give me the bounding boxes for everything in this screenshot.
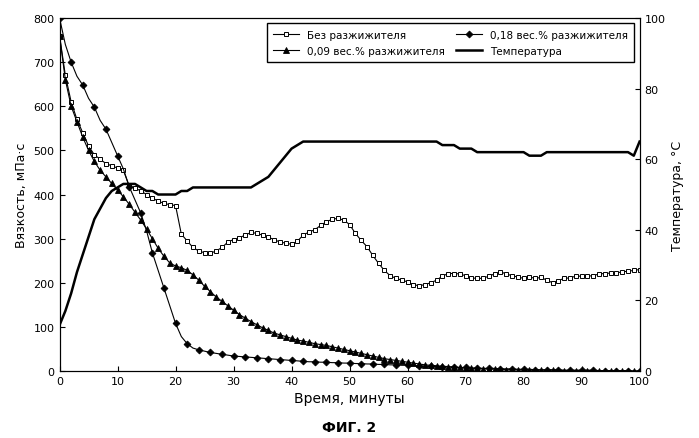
Line: Без разжижителя: Без разжижителя: [57, 34, 642, 289]
0,18 вес.% разжижителя: [461, 365, 470, 370]
0,09 вес.% разжижителя: [322, 343, 331, 348]
0,18 вес.% разжижителя: [322, 360, 331, 365]
Без разжижителя: [467, 276, 475, 281]
Температура: [55, 323, 64, 328]
0,09 вес.% разжижителя: [201, 284, 209, 289]
0,09 вес.% разжижителя: [403, 360, 412, 365]
0,18 вес.% разжижителя: [635, 368, 644, 374]
0,18 вес.% разжижителя: [55, 16, 64, 21]
Y-axis label: Вязкость, мПа·с: Вязкость, мПа·с: [15, 142, 28, 247]
Без разжижителя: [96, 157, 104, 162]
0,09 вес.% разжижителя: [635, 368, 644, 374]
Line: Температура: Температура: [59, 142, 640, 325]
Температура: [467, 147, 475, 152]
Без разжижителя: [635, 267, 644, 272]
Температура: [328, 140, 336, 145]
0,09 вес.% разжижителя: [96, 168, 104, 173]
Без разжижителя: [55, 34, 64, 39]
Температура: [201, 185, 209, 191]
Без разжижителя: [415, 283, 424, 289]
Legend: Без разжижителя, 0,09 вес.% разжижителя, 0,18 вес.% разжижителя, Температура: Без разжижителя, 0,09 вес.% разжижителя,…: [267, 24, 635, 63]
0,18 вес.% разжижителя: [201, 349, 209, 354]
Text: ФИГ. 2: ФИГ. 2: [322, 420, 377, 434]
Температура: [409, 140, 417, 145]
0,09 вес.% разжижителя: [607, 368, 615, 374]
0,18 вес.% разжижителя: [403, 363, 412, 368]
Line: 0,18 вес.% разжижителя: 0,18 вес.% разжижителя: [57, 17, 642, 374]
Без разжижителя: [403, 279, 412, 285]
Температура: [299, 140, 308, 145]
Температура: [496, 150, 505, 155]
0,18 вес.% разжижителя: [491, 366, 499, 371]
Температура: [96, 207, 104, 212]
Y-axis label: Температура, °С: Температура, °С: [671, 140, 684, 250]
Без разжижителя: [496, 269, 505, 275]
0,09 вес.% разжижителя: [491, 367, 499, 372]
Без разжижителя: [201, 251, 209, 256]
0,18 вес.% разжижителя: [630, 368, 638, 374]
Без разжижителя: [322, 220, 331, 225]
Line: 0,09 вес.% разжижителя: 0,09 вес.% разжижителя: [57, 34, 642, 374]
0,09 вес.% разжижителя: [461, 365, 470, 371]
0,18 вес.% разжижителя: [96, 118, 104, 124]
Температура: [635, 140, 644, 145]
0,09 вес.% разжижителя: [55, 34, 64, 39]
X-axis label: Время, минуты: Время, минуты: [294, 392, 405, 406]
